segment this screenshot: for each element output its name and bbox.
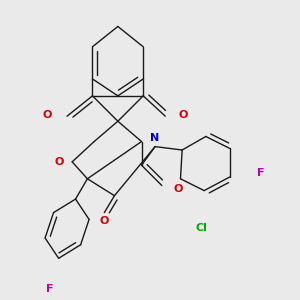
- Text: O: O: [174, 184, 183, 194]
- Text: F: F: [256, 168, 264, 178]
- Text: F: F: [46, 284, 53, 294]
- Text: Cl: Cl: [196, 223, 208, 233]
- Text: N: N: [151, 133, 160, 143]
- Text: O: O: [54, 157, 64, 167]
- Text: O: O: [43, 110, 52, 120]
- Text: O: O: [179, 110, 188, 120]
- Text: O: O: [100, 216, 109, 226]
